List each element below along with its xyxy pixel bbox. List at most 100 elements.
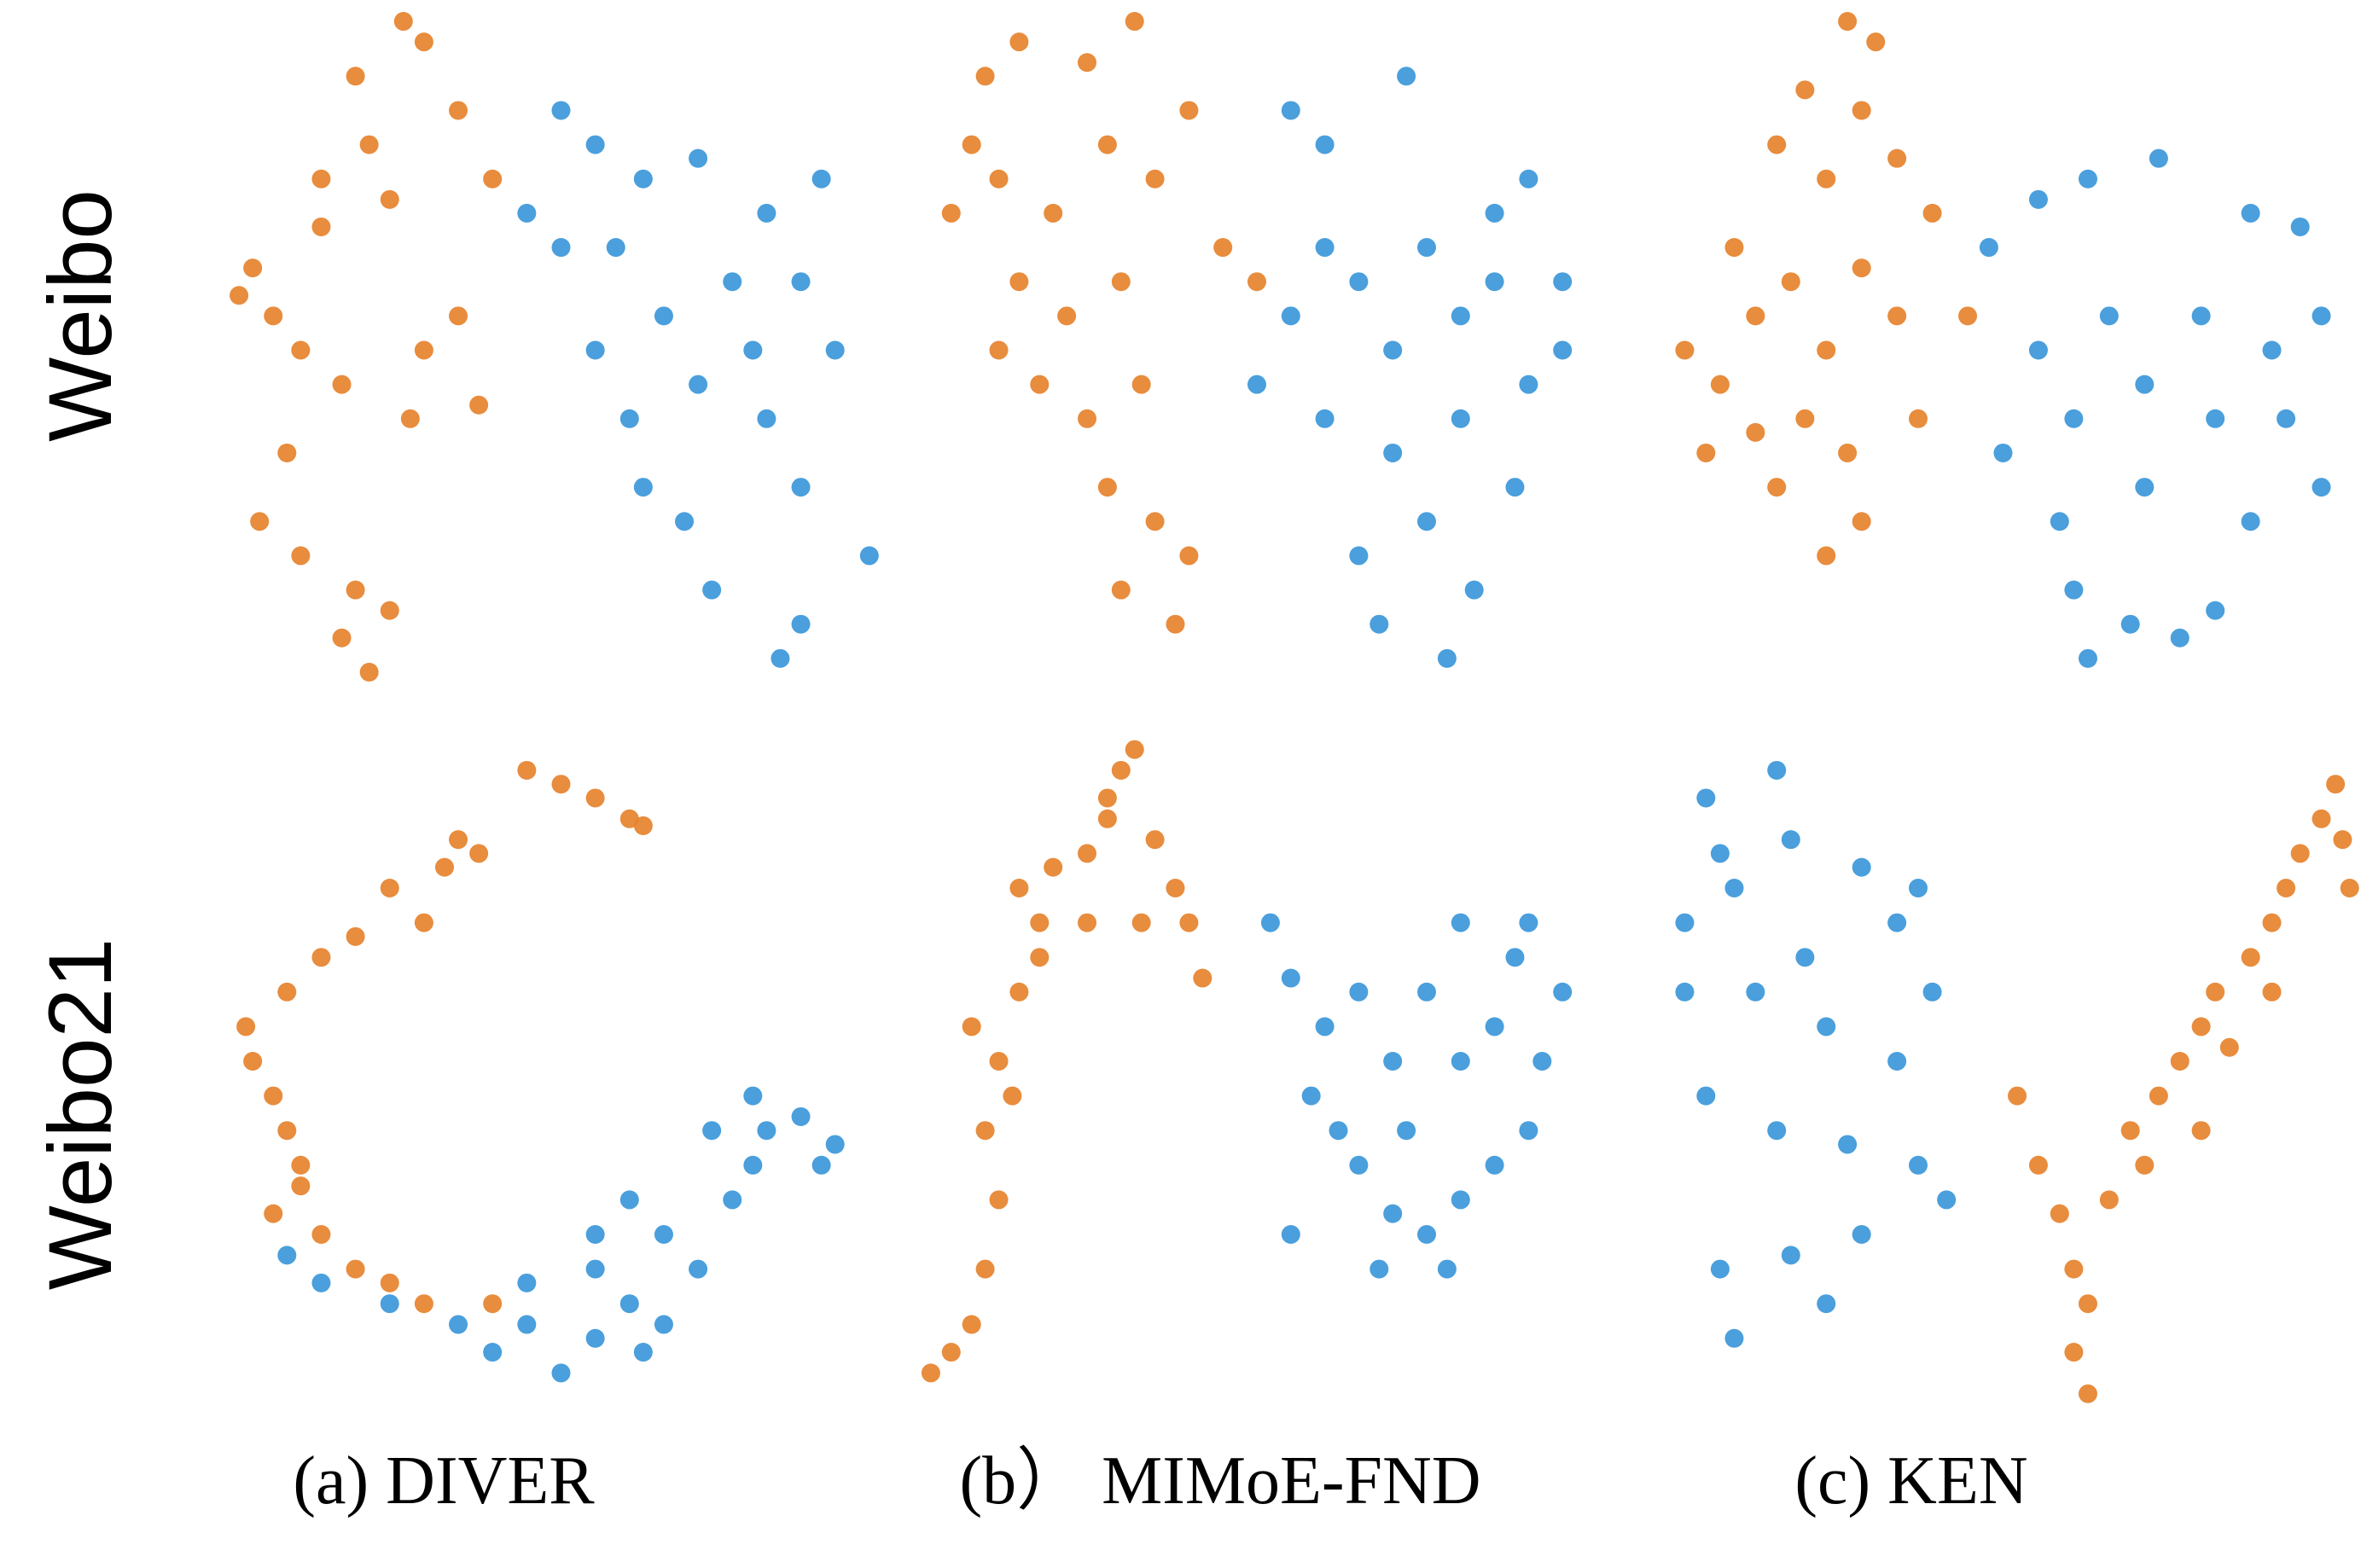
point: [1817, 340, 1836, 360]
point: [1485, 1017, 1504, 1037]
point: [989, 340, 1009, 360]
point: [1030, 913, 1050, 932]
point: [1417, 238, 1436, 258]
point: [791, 272, 811, 292]
point: [332, 628, 352, 648]
point: [449, 830, 468, 850]
point: [1675, 340, 1695, 360]
point: [1315, 238, 1335, 258]
caption: (a) DIVER: [293, 1443, 595, 1519]
point: [689, 1259, 708, 1279]
point: [1979, 238, 1998, 258]
point: [414, 1294, 433, 1314]
scatter-panel: [941, 12, 1573, 668]
point: [1767, 1121, 1787, 1141]
point: [1781, 1246, 1800, 1265]
scatter-panel: [1675, 12, 2331, 668]
point: [2206, 982, 2225, 1002]
point: [1909, 879, 1928, 897]
point: [230, 286, 249, 305]
point: [2262, 913, 2282, 932]
point: [1746, 306, 1765, 326]
point: [2078, 169, 2097, 189]
point: [585, 788, 605, 808]
point: [1417, 512, 1436, 531]
point: [291, 1155, 311, 1175]
point: [1030, 375, 1050, 394]
point: [449, 1315, 468, 1334]
point: [1315, 135, 1335, 154]
point: [1958, 306, 1978, 326]
point: [1329, 1121, 1348, 1141]
point: [2050, 1204, 2069, 1223]
point: [941, 1343, 961, 1362]
point: [1166, 879, 1185, 897]
point: [975, 1259, 995, 1279]
point: [311, 217, 331, 236]
point: [1519, 913, 1538, 932]
row-label: Weibo: [31, 189, 131, 442]
point: [1795, 948, 1815, 967]
point: [2241, 203, 2260, 223]
point: [1485, 272, 1504, 292]
point: [2277, 879, 2296, 897]
point: [1838, 1135, 1858, 1154]
point: [1145, 512, 1165, 531]
point: [2312, 478, 2331, 497]
point: [1111, 580, 1131, 600]
point: [2099, 306, 2119, 326]
point: [400, 409, 420, 428]
point: [1710, 375, 1730, 394]
point: [585, 135, 605, 154]
point: [346, 1259, 365, 1279]
point: [1078, 53, 1096, 73]
point: [1111, 272, 1131, 292]
point: [1852, 857, 1871, 877]
point: [1451, 306, 1470, 326]
point: [1519, 169, 1538, 189]
point: [1349, 982, 1369, 1002]
point: [1464, 580, 1484, 600]
point: [1532, 1052, 1552, 1071]
point: [2078, 1294, 2097, 1314]
point: [1485, 203, 1504, 223]
point: [1369, 614, 1389, 634]
point: [1349, 272, 1369, 292]
point: [2241, 512, 2260, 531]
point: [2206, 601, 2225, 620]
point: [1675, 982, 1695, 1002]
point: [1887, 1052, 1907, 1071]
point: [654, 306, 673, 326]
point: [1553, 272, 1573, 292]
point: [1301, 1086, 1321, 1106]
point: [1852, 512, 1871, 531]
point: [2326, 775, 2346, 794]
point: [1519, 1121, 1538, 1141]
point: [277, 1246, 297, 1265]
point: [1179, 101, 1199, 120]
point: [975, 67, 995, 86]
point: [2241, 948, 2260, 967]
point: [1696, 1086, 1716, 1106]
point: [1383, 1052, 1403, 1071]
point: [962, 135, 981, 154]
point: [1838, 12, 1858, 32]
point: [1852, 258, 1871, 278]
point: [633, 1343, 653, 1362]
point: [654, 1315, 673, 1334]
point: [1767, 760, 1787, 780]
point: [380, 1294, 399, 1314]
point: [1817, 1017, 1836, 1037]
point: [1281, 101, 1300, 120]
point: [434, 857, 454, 877]
point: [941, 203, 961, 223]
point: [264, 1204, 283, 1223]
point: [1696, 443, 1716, 462]
point: [1909, 409, 1928, 428]
point: [380, 601, 399, 620]
point: [2149, 148, 2168, 168]
point: [551, 1363, 571, 1383]
point: [1866, 32, 1886, 52]
point: [483, 1294, 503, 1314]
point: [1145, 169, 1165, 189]
